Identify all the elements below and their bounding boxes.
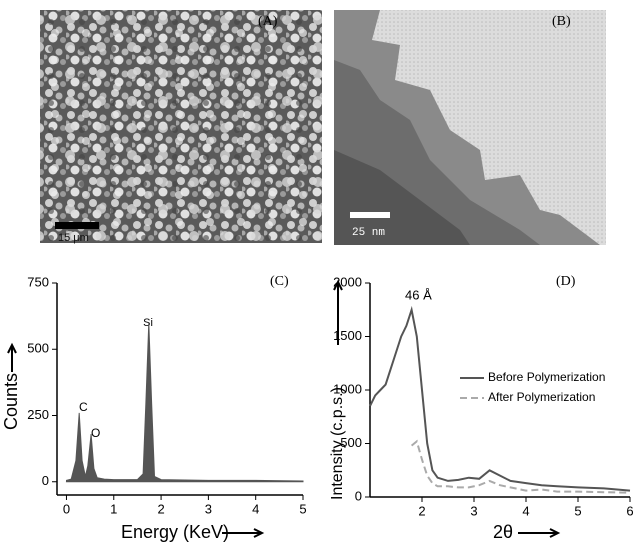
panel-label: (C)	[270, 274, 289, 289]
x-tick-label: 3	[205, 501, 212, 516]
y-axis-label: Intensity (c.p.s.)	[329, 387, 346, 500]
axis-arrow	[222, 528, 265, 538]
panel-b: (B) 25 nm	[334, 10, 606, 245]
y-axis-label: Counts	[1, 373, 21, 430]
x-tick-label: 6	[626, 503, 633, 518]
y-tick-label: 500	[340, 435, 362, 450]
y-tick-label: 0	[355, 488, 362, 503]
y-tick-label: 500	[27, 341, 49, 356]
panel-label: (B)	[552, 14, 571, 29]
x-tick-label: 0	[63, 501, 70, 516]
annotation: Si	[143, 317, 153, 329]
x-tick-label: 2	[157, 501, 164, 516]
panel-label: (A)	[258, 14, 278, 29]
x-tick-label: 4	[522, 503, 529, 518]
plot: 2 3 4 5 6 0 500 1000 1500 2000 Before Polymerizati…	[333, 274, 634, 518]
axis-arrow	[518, 528, 561, 538]
y-tick-label: 2000	[333, 274, 362, 289]
series-line	[410, 439, 631, 494]
chart-d: (D) 46 Å 2θ Intensity (c.p.s.)	[329, 274, 576, 542]
panel-a: (A) 15 μm	[40, 10, 322, 244]
y-tick-label: 1000	[333, 381, 362, 396]
x-tick-label: 5	[574, 503, 581, 518]
x-tick-label: 1	[110, 501, 117, 516]
x-tick-label: 5	[299, 501, 306, 516]
annotation: 46 Å	[405, 287, 432, 302]
scale-text: 25 nm	[352, 227, 385, 239]
panel-label: (D)	[556, 274, 576, 289]
legend-label: Before Polymerization	[488, 370, 605, 384]
plot: 0 1 2 3 4 5 0 250 500 750	[27, 274, 306, 516]
chart-c: (C) C O Si Energy (KeV) Counts	[1, 274, 289, 542]
x-tick-label: 4	[252, 501, 259, 516]
annotation: O	[91, 426, 100, 440]
axis-arrow	[333, 279, 343, 345]
y-tick-label: 750	[27, 274, 49, 289]
scale-bar	[55, 222, 99, 229]
axis-arrow	[7, 342, 17, 372]
scale-text: 15 μm	[58, 232, 89, 244]
scale-bar	[350, 212, 390, 218]
x-tick-label: 3	[470, 503, 477, 518]
x-axis-label: 2θ	[493, 522, 513, 542]
x-axis-label: Energy (KeV)	[121, 522, 229, 542]
y-tick-label: 1500	[333, 328, 362, 343]
annotation: C	[79, 400, 88, 414]
x-tick-label: 2	[418, 503, 425, 518]
y-tick-label: 250	[27, 407, 49, 422]
y-tick-label: 0	[42, 473, 49, 488]
spectrum-area	[65, 322, 304, 483]
legend-label: After Polymerization	[488, 390, 595, 404]
series-line	[369, 305, 631, 492]
